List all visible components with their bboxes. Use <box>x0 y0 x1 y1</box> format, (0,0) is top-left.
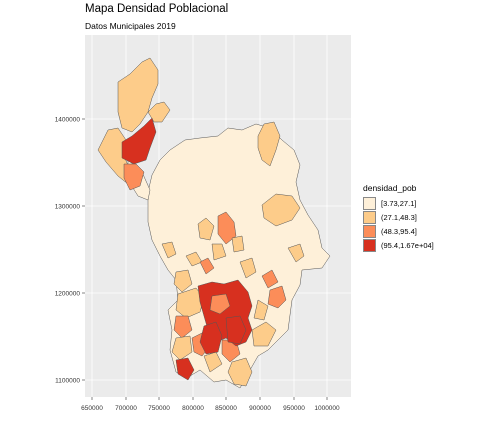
region-mid-1 <box>197 217 215 241</box>
x-tick-label: 850000 <box>215 405 237 412</box>
legend-label: (27.1,48.3] <box>381 213 417 222</box>
region-valley-11 <box>253 299 269 321</box>
legend-item: (48.3,95.4] <box>363 225 434 238</box>
axes: 650000 700000 750000 800000 850000 900000 9500… <box>55 116 340 412</box>
map-subtitle: Datos Municipales 2019 <box>85 21 176 31</box>
region-valley-3 <box>171 335 193 361</box>
region-metro-2 <box>199 321 223 355</box>
legend-label: [3.73,27.1] <box>381 199 417 208</box>
region-north-dark <box>121 117 157 165</box>
region-north-medium-3 <box>147 101 171 123</box>
x-tick-label: 900000 <box>249 405 271 412</box>
legend-swatch <box>363 197 376 210</box>
region-mid-6 <box>199 257 215 275</box>
region-valley-6 <box>203 351 223 373</box>
region-mid-2 <box>217 211 237 245</box>
legend-item: (27.1,48.3] <box>363 211 434 224</box>
map-title: Mapa Densidad Poblacional <box>85 3 229 15</box>
region-valley-8 <box>227 357 253 387</box>
region-west-1 <box>161 241 177 259</box>
x-tick-label: 1000000 <box>314 405 340 412</box>
x-tick-label: 700000 <box>115 405 137 412</box>
x-tick-label: 750000 <box>148 405 170 412</box>
legend-title: densidad_pob <box>363 183 417 193</box>
legend: densidad_pob [3.73,27.1] (27.1,48.3] (48.3… <box>363 183 434 253</box>
y-tick-label: 1200000 <box>55 290 81 297</box>
legend-label: (48.3,95.4] <box>381 227 417 236</box>
x-tick-label: 800000 <box>182 405 204 412</box>
region-mid-3 <box>231 235 245 253</box>
y-tick-label: 1400000 <box>55 116 81 123</box>
region-mid-7 <box>173 269 193 293</box>
y-tick-label: 1300000 <box>55 203 81 210</box>
region-base <box>147 123 331 389</box>
region-metro-4 <box>209 293 231 315</box>
region-north-orange <box>123 163 145 191</box>
region-northeast-2 <box>261 193 301 227</box>
x-tick-label: 650000 <box>81 405 103 412</box>
legend-item: (95.4,1.67e+04] <box>363 239 434 252</box>
y-tick-label: 1100000 <box>55 377 80 384</box>
legend-items: [3.73,27.1] (27.1,48.3] (48.3,95.4] (95.4,1… <box>363 197 434 252</box>
region-valley-2 <box>173 315 193 339</box>
region-northeast-1 <box>257 121 281 167</box>
region-mid-4 <box>211 243 227 261</box>
region-polygons <box>97 57 331 389</box>
legend-swatch <box>363 225 376 238</box>
region-mid-9 <box>261 269 279 289</box>
region-valley-4 <box>175 357 195 381</box>
region-north-medium-1 <box>117 57 159 133</box>
region-valley-10 <box>267 285 287 309</box>
x-tick-label: 950000 <box>283 405 305 412</box>
legend-label: (95.4,1.67e+04] <box>381 241 434 250</box>
region-valley-9 <box>251 321 277 347</box>
region-east-1 <box>287 243 305 263</box>
region-valley-1 <box>175 287 205 319</box>
legend-item: [3.73,27.1] <box>363 197 434 210</box>
legend-swatch <box>363 239 376 252</box>
legend-swatch <box>363 211 376 224</box>
region-metro-3 <box>225 315 247 345</box>
region-mid-8 <box>239 257 257 279</box>
